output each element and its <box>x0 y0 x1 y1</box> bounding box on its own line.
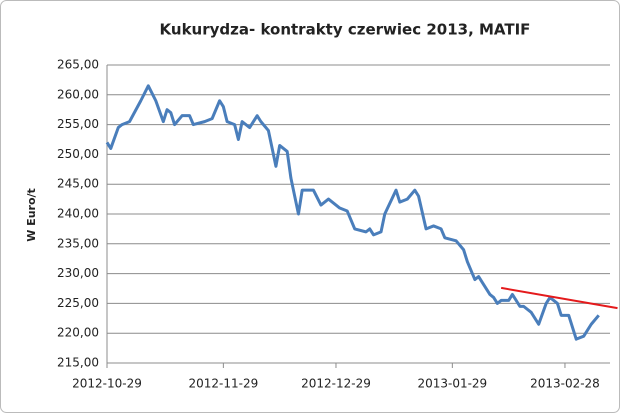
y-tick-label: 215,00 <box>57 356 99 370</box>
y-tick-label: 225,00 <box>57 296 99 310</box>
y-axis-title: W Euro/t <box>25 188 38 242</box>
y-tick-label: 265,00 <box>57 58 99 72</box>
y-tick-label: 255,00 <box>57 117 99 131</box>
price-line <box>105 84 600 341</box>
x-tick-label: 2012-11-29 <box>188 377 258 391</box>
y-tick-label: 235,00 <box>57 236 99 250</box>
y-tick-label: 230,00 <box>57 266 99 280</box>
y-tick-label: 220,00 <box>57 326 99 340</box>
y-tick-label: 250,00 <box>57 147 99 161</box>
x-tick-label: 2013-01-29 <box>417 377 487 391</box>
y-tick-label: 245,00 <box>57 177 99 191</box>
y-tick-label: 240,00 <box>57 207 99 221</box>
x-tick-label: 2012-10-29 <box>72 377 142 391</box>
x-tick-label: 2012-12-29 <box>301 377 371 391</box>
chart-title: Kukurydza- kontrakty czerwiec 2013, MATI… <box>160 21 531 39</box>
x-tick-label: 2013-02-28 <box>530 377 600 391</box>
y-tick-label: 260,00 <box>57 87 99 101</box>
trend-line <box>500 286 618 310</box>
